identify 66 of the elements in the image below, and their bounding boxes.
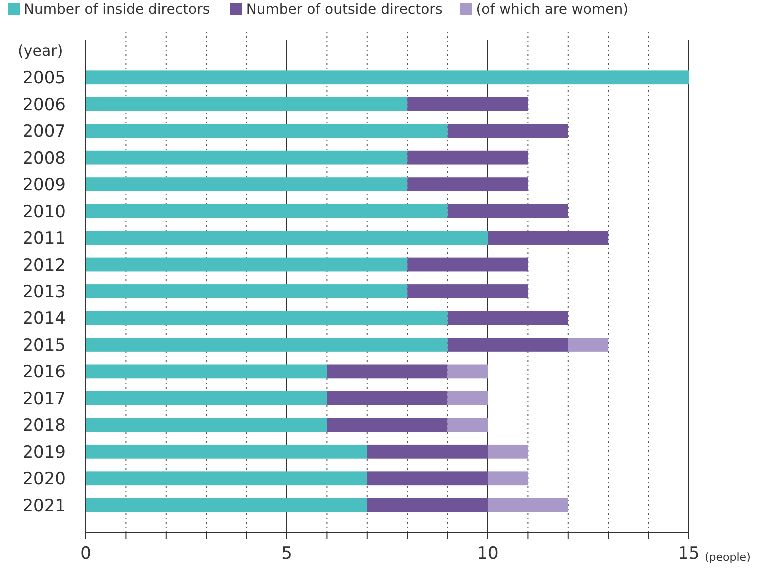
bar: [86, 258, 408, 272]
y-axis-title: (year): [18, 42, 64, 60]
bar: [86, 150, 408, 165]
bar: [86, 391, 328, 406]
bar: [86, 418, 328, 432]
bar: [488, 472, 528, 486]
y-tick-label: 2008: [22, 148, 66, 169]
bar: [408, 97, 528, 112]
bar: [86, 284, 408, 298]
x-axis-title: (people): [705, 551, 751, 564]
bar: [86, 472, 368, 486]
legend-label: Number of inside directors: [24, 2, 210, 18]
bar: [327, 418, 448, 432]
bar: [327, 391, 448, 406]
y-tick-label: 2014: [22, 309, 66, 330]
x-tick-label: 0: [80, 544, 92, 564]
bar: [488, 231, 609, 245]
y-tick-label: 2006: [22, 95, 66, 116]
y-tick-label: 2005: [22, 68, 66, 89]
y-tick-label: 2010: [22, 202, 66, 222]
x-tick-label: 15: [678, 544, 700, 564]
y-tick-label: 2021: [22, 496, 66, 516]
y-tick-label: 2017: [22, 389, 66, 410]
bar: [448, 418, 488, 432]
bar: [568, 338, 609, 352]
bar: [367, 472, 488, 486]
bar: [488, 444, 528, 459]
bar: [408, 284, 528, 298]
bar: [86, 364, 328, 379]
bar: [367, 498, 488, 512]
bar: [448, 364, 488, 379]
y-tick-label: 2013: [22, 282, 66, 302]
legend-label: Number of outside directors: [246, 2, 443, 18]
bar: [488, 498, 568, 512]
bar: [448, 311, 568, 326]
bar: [86, 97, 408, 112]
bar: [448, 338, 568, 352]
y-tick-label: 2018: [22, 416, 66, 436]
bar: [448, 204, 568, 218]
bar: [86, 338, 448, 352]
bar: [86, 204, 448, 218]
bar: [86, 311, 448, 326]
y-tick-label: 2016: [22, 362, 66, 383]
y-tick-label: 2015: [22, 336, 66, 356]
bar: [86, 231, 488, 245]
bar: [408, 178, 528, 192]
bar: [448, 124, 568, 138]
bar: [408, 150, 528, 165]
bar: [408, 258, 528, 272]
y-tick-label: 2011: [22, 229, 66, 250]
bar: [86, 178, 408, 192]
y-tick-label: 2007: [22, 122, 66, 142]
bar: [327, 364, 448, 379]
x-tick-label: 5: [282, 544, 292, 564]
bar: [367, 444, 488, 459]
x-tick-label: 10: [477, 544, 499, 564]
bar: [86, 444, 368, 459]
y-tick-label: 2012: [22, 256, 66, 276]
bar: [86, 124, 448, 138]
y-tick-label: 2009: [22, 176, 66, 196]
bar: [448, 391, 488, 406]
bar: [86, 498, 368, 512]
y-tick-label: 2020: [22, 470, 66, 490]
y-tick-label: 2019: [22, 442, 66, 463]
bar: [86, 70, 689, 85]
legend-label: (of which are women): [476, 2, 629, 18]
